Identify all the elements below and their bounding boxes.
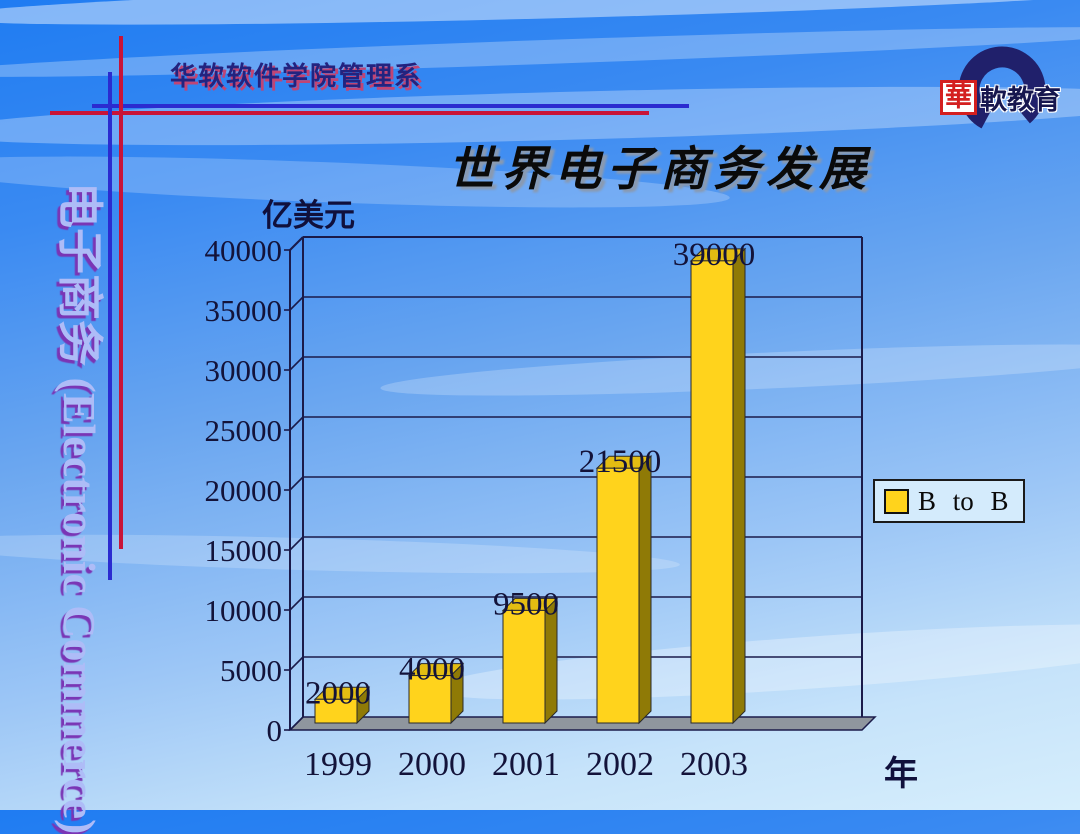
y-tick — [289, 536, 304, 551]
y-tick — [289, 716, 304, 731]
bar-chart-canvas: 0 5000 10000 15000 20000 25000 30000 35000 40000… — [205, 233, 877, 783]
bar-value-label: 9500 — [493, 586, 559, 622]
x-category-label: 1999 — [304, 746, 372, 783]
bar-value-label: 21500 — [579, 444, 662, 480]
legend-label: B to B — [918, 485, 1009, 516]
y-tick-label: 25000 — [205, 413, 283, 448]
y-tick-label: 35000 — [205, 293, 283, 328]
legend: B to B — [873, 479, 1025, 523]
bar-2000 — [408, 675, 452, 724]
y-tick-label: 30000 — [205, 353, 283, 388]
y-tick-label: 10000 — [205, 593, 283, 628]
bar-side-face — [638, 455, 652, 725]
logo-emblem-char: 華 — [940, 80, 977, 115]
logo-swirl-icon — [958, 46, 1046, 134]
bar-value-label: 4000 — [399, 652, 465, 688]
y-tick — [289, 356, 304, 371]
school-logo: 華 軟教育 — [938, 42, 1063, 142]
chart-floor — [288, 716, 877, 731]
y-tick-label: 5000 — [220, 653, 282, 688]
x-category-label: 2003 — [680, 746, 748, 783]
y-tick-label: 20000 — [205, 473, 283, 508]
y-tick — [289, 296, 304, 311]
vertical-red-line — [119, 36, 123, 549]
logo-name-text: 軟教育 — [980, 85, 1061, 115]
bar-2001 — [502, 609, 546, 724]
y-tick-label: 15000 — [205, 533, 283, 568]
bar-value-label: 39000 — [673, 237, 756, 273]
y-tick — [289, 476, 304, 491]
horizontal-red-line — [50, 111, 649, 115]
chart-title: 世界电子商务发展 — [448, 144, 872, 196]
bar-2002 — [596, 467, 640, 724]
horizontal-blue-line — [92, 104, 689, 108]
y-tick — [289, 656, 304, 671]
y-tick-label: 0 — [267, 713, 283, 748]
bar-1999 — [314, 698, 358, 724]
vertical-blue-line — [108, 72, 112, 580]
bar-side-face — [732, 247, 746, 725]
logo-wordmark: 華 軟教育 — [940, 78, 1061, 117]
x-category-label: 2000 — [398, 746, 466, 783]
y-axis-unit-label: 亿美元 — [262, 198, 355, 233]
y-tick — [289, 236, 304, 251]
x-category-label: 2001 — [492, 746, 560, 783]
x-axis-unit-label: 年 — [884, 756, 918, 793]
department-header: 华软软件学院管理系 — [170, 62, 423, 91]
y-tick — [289, 416, 304, 431]
legend-swatch-b-to-b — [884, 488, 909, 514]
y-tick — [289, 596, 304, 611]
y-tick-label: 40000 — [205, 233, 283, 268]
bar-value-label: 2000 — [305, 675, 371, 711]
x-category-label: 2002 — [586, 746, 654, 783]
bar-2003 — [690, 260, 734, 724]
